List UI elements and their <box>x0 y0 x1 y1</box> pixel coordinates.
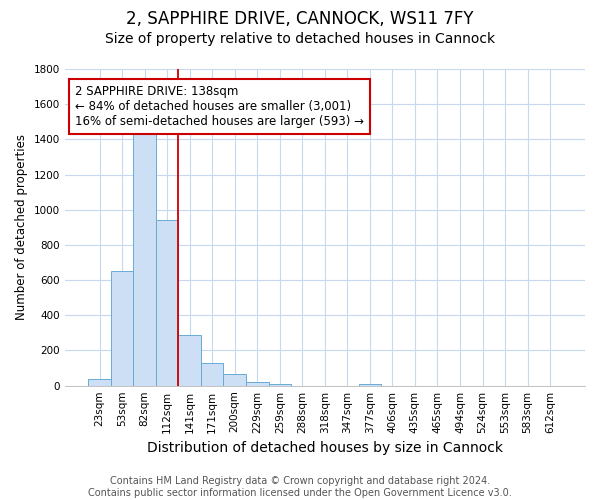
X-axis label: Distribution of detached houses by size in Cannock: Distribution of detached houses by size … <box>147 441 503 455</box>
Bar <box>201 363 223 386</box>
Bar <box>111 272 133 386</box>
Bar <box>178 334 201 386</box>
Bar <box>223 374 246 386</box>
Bar <box>133 126 156 386</box>
Bar <box>246 382 269 386</box>
Y-axis label: Number of detached properties: Number of detached properties <box>15 134 28 320</box>
Text: Contains HM Land Registry data © Crown copyright and database right 2024.
Contai: Contains HM Land Registry data © Crown c… <box>88 476 512 498</box>
Text: Size of property relative to detached houses in Cannock: Size of property relative to detached ho… <box>105 32 495 46</box>
Bar <box>269 384 291 386</box>
Text: 2, SAPPHIRE DRIVE, CANNOCK, WS11 7FY: 2, SAPPHIRE DRIVE, CANNOCK, WS11 7FY <box>126 10 474 28</box>
Text: 2 SAPPHIRE DRIVE: 138sqm
← 84% of detached houses are smaller (3,001)
16% of sem: 2 SAPPHIRE DRIVE: 138sqm ← 84% of detach… <box>75 85 364 128</box>
Bar <box>359 384 381 386</box>
Bar <box>156 220 178 386</box>
Bar <box>88 378 111 386</box>
